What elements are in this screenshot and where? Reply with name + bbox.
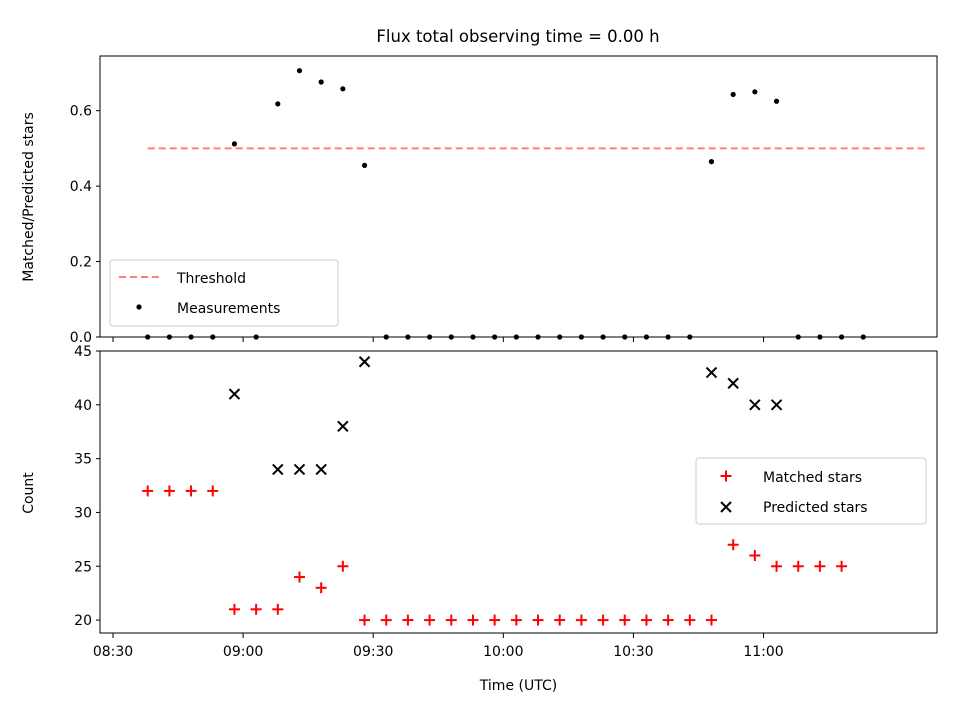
legend-box — [109, 259, 339, 327]
matched-stars-point — [142, 485, 154, 497]
predicted-stars-point — [293, 463, 306, 476]
legend-box — [695, 457, 927, 525]
matched-stars-point — [250, 603, 262, 615]
predicted-stars-point — [228, 388, 241, 400]
measurement-point — [275, 101, 281, 107]
measurement-point — [730, 91, 736, 98]
chart-title: Flux total observing time = 0.00 h — [376, 27, 659, 46]
legend: Threshold Measurements — [109, 259, 339, 327]
matched-stars-point — [727, 539, 739, 551]
y-tick-label: 0.6 — [70, 104, 92, 120]
x-marker-b — [293, 463, 306, 476]
x-marker-b — [358, 356, 371, 368]
measurement-point — [773, 98, 780, 104]
measurement-point — [296, 68, 303, 74]
predicted-stars-point — [727, 377, 739, 389]
predicted-stars-point — [315, 463, 327, 476]
matched-stars-point — [619, 614, 631, 626]
x-marker-b — [272, 463, 284, 476]
y-tick-label: 30 — [74, 505, 92, 521]
matched-stars-point — [640, 614, 652, 626]
matched-stars-point — [597, 614, 609, 626]
x-marker-b — [337, 420, 349, 433]
matched-stars-point — [771, 560, 783, 572]
matched-stars-point — [489, 614, 501, 626]
top-panel-ratio: 0.0 0.2 0.4 0.6 Matched/Predicted stars Thres… — [21, 55, 938, 346]
x-tick-label: 11:00 — [743, 644, 783, 660]
predicted-stars-point — [337, 420, 349, 433]
matched-stars-point — [575, 614, 587, 626]
matched-stars-point — [163, 485, 175, 497]
matched-stars-point — [380, 614, 392, 626]
legend-matched-label: Matched stars — [763, 470, 862, 486]
measurement-point — [340, 86, 346, 92]
measurement-point — [708, 159, 715, 165]
x-tick-label: 09:30 — [353, 644, 393, 660]
y-axis-label: Count — [21, 472, 37, 514]
y-tick-label: 35 — [74, 452, 92, 468]
legend-measurements-swatch — [136, 304, 142, 310]
matched-stars-point — [467, 614, 479, 626]
matched-stars-point — [315, 582, 327, 594]
y-tick-label: 20 — [74, 613, 92, 629]
x-axis-label: Time (UTC) — [479, 678, 557, 694]
x-tick-label: 08:30 — [93, 644, 133, 660]
y-tick-label: 25 — [74, 559, 92, 575]
matched-stars-point — [554, 614, 566, 626]
matched-stars-point — [207, 485, 219, 497]
x-tick-label: 10:00 — [483, 644, 523, 660]
legend-predicted-swatch-b — [720, 501, 732, 513]
y-tick-label: 0.0 — [70, 330, 92, 346]
matched-stars-point — [814, 560, 826, 572]
x-marker-b — [315, 463, 327, 476]
matched-stars-point — [445, 614, 457, 626]
x-marker-b — [727, 377, 739, 389]
measurement-point — [361, 162, 368, 168]
matched-stars-point — [684, 614, 696, 626]
x-marker-b — [228, 388, 241, 400]
predicted-stars-point — [705, 366, 718, 379]
matched-stars-point — [749, 550, 761, 562]
matched-stars-point — [836, 560, 848, 572]
y-tick-label: 45 — [74, 344, 92, 360]
measurement-point — [318, 79, 324, 85]
bottom-panel-counts: 20 25 30 35 40 45 08:30 09:00 09:30 10:00 10:30 11:… — [21, 344, 938, 694]
y-tick-label: 0.4 — [70, 179, 92, 195]
matched-stars-point — [228, 603, 240, 615]
y-tick-label: 0.2 — [70, 255, 92, 271]
matched-stars-point — [792, 560, 804, 572]
x-tick-label: 09:00 — [223, 644, 263, 660]
axes-frame — [99, 55, 938, 338]
matched-stars-point — [293, 571, 305, 583]
x-marker-b — [749, 399, 761, 411]
predicted-stars-point — [749, 399, 761, 411]
matched-stars-point — [359, 614, 371, 626]
legend-measurements-label: Measurements — [177, 301, 280, 317]
matched-stars-point — [662, 614, 674, 626]
matched-stars-point — [185, 485, 197, 497]
predicted-stars-point — [272, 463, 284, 476]
legend: Matched stars Predicted stars — [695, 457, 927, 525]
predicted-stars-point — [358, 356, 371, 368]
x-marker-b — [770, 399, 783, 411]
matched-stars-point — [510, 614, 522, 626]
matched-stars-point — [424, 614, 436, 626]
legend-predicted-label: Predicted stars — [763, 500, 868, 516]
y-tick-label: 40 — [74, 398, 92, 414]
matched-stars-point — [337, 560, 349, 572]
legend-threshold-label: Threshold — [176, 271, 246, 287]
matched-stars-point — [272, 603, 284, 615]
matched-stars-point — [705, 614, 717, 626]
x-marker-b — [705, 366, 718, 379]
predicted-stars-point — [770, 399, 783, 411]
matched-stars-point — [402, 614, 414, 626]
axes-frame — [99, 350, 938, 634]
matched-stars-point — [532, 614, 544, 626]
measurement-point — [752, 89, 758, 95]
x-tick-label: 10:30 — [613, 644, 653, 660]
y-axis-label: Matched/Predicted stars — [21, 112, 37, 282]
measurement-point — [231, 141, 238, 147]
